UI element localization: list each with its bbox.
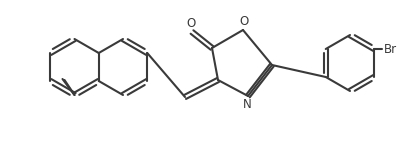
Text: N: N: [242, 98, 252, 111]
Text: O: O: [239, 15, 249, 28]
Text: Br: Br: [384, 43, 397, 56]
Text: O: O: [186, 17, 196, 30]
